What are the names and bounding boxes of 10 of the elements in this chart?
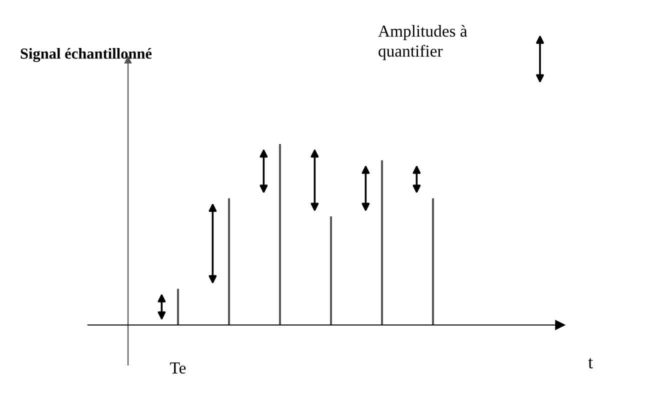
bar <box>228 198 230 325</box>
bar <box>330 216 332 325</box>
text: t <box>588 358 593 368</box>
bar <box>380 160 384 325</box>
bar <box>278 144 282 325</box>
chart-title: Signal échantillonné <box>20 48 152 62</box>
text: Te <box>170 362 186 374</box>
bar <box>432 198 434 325</box>
text: Amplitudes à quantifier <box>378 25 468 60</box>
bar <box>176 288 180 325</box>
